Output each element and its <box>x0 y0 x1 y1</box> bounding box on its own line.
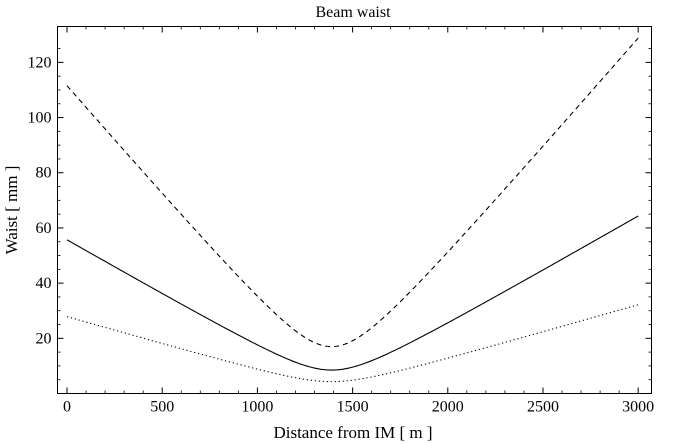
series-dashed-line <box>66 37 639 348</box>
chart-title: Beam waist <box>315 4 391 21</box>
series-solid-line <box>66 215 639 371</box>
plot-frame <box>57 26 652 394</box>
x-tick-label: 500 <box>150 399 174 416</box>
x-axis-ticks: 0 500 1000 1500 2000 2500 3000 <box>63 26 654 416</box>
series-layer <box>66 37 639 383</box>
series-dotted-line <box>66 304 639 383</box>
y-tick-label: 20 <box>36 330 52 347</box>
x-tick-label: 1000 <box>241 399 273 416</box>
x-tick-label: 1500 <box>337 399 369 416</box>
y-tick-label: 40 <box>36 275 52 292</box>
y-tick-label: 120 <box>28 54 52 71</box>
y-tick-label: 80 <box>36 165 52 182</box>
x-tick-label: 2500 <box>527 399 559 416</box>
y-axis-title: Waist [ mm ] <box>2 166 21 255</box>
x-tick-label: 3000 <box>622 399 654 416</box>
x-tick-label: 0 <box>63 399 71 416</box>
y-tick-label: 100 <box>28 110 52 127</box>
x-axis-title: Distance from IM [ m ] <box>273 423 432 442</box>
x-tick-label: 2000 <box>432 399 464 416</box>
y-tick-label: 60 <box>36 220 52 237</box>
y-axis-ticks: 20 40 60 80 100 120 <box>28 48 652 381</box>
